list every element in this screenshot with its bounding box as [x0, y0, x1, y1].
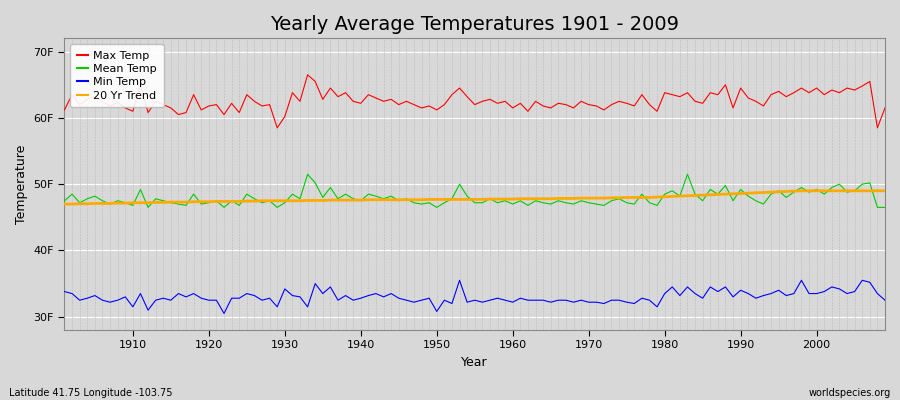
Legend: Max Temp, Mean Temp, Min Temp, 20 Yr Trend: Max Temp, Mean Temp, Min Temp, 20 Yr Tre… — [70, 44, 164, 107]
Text: worldspecies.org: worldspecies.org — [809, 388, 891, 398]
Y-axis label: Temperature: Temperature — [15, 144, 28, 224]
Title: Yearly Average Temperatures 1901 - 2009: Yearly Average Temperatures 1901 - 2009 — [270, 15, 680, 34]
X-axis label: Year: Year — [462, 356, 488, 369]
Text: Latitude 41.75 Longitude -103.75: Latitude 41.75 Longitude -103.75 — [9, 388, 173, 398]
